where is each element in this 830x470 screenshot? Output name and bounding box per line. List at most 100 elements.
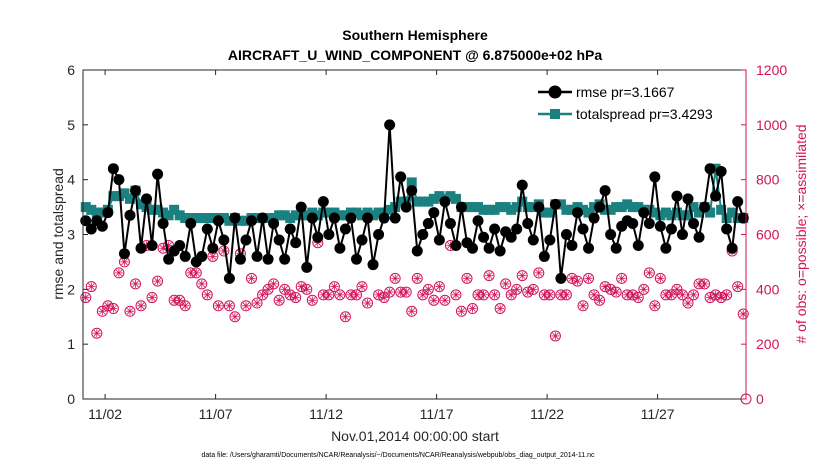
totalspread-point xyxy=(677,210,688,221)
rmse-point xyxy=(246,215,258,227)
obs-assimilated-point xyxy=(573,277,582,286)
rmse-point xyxy=(350,253,362,265)
legend-spread-marker xyxy=(550,109,560,119)
obs-assimilated-point xyxy=(253,299,262,308)
obs-possible-point xyxy=(721,289,733,301)
totalspread-point xyxy=(710,163,721,174)
totalspread-point xyxy=(147,204,158,215)
y-tick-label-right: 200 xyxy=(756,336,780,352)
obs-possible-point xyxy=(533,267,545,279)
obs-possible-point xyxy=(334,289,346,301)
totalspread-point xyxy=(528,202,539,213)
obs-possible-point xyxy=(328,281,340,293)
totalspread-point xyxy=(644,204,655,215)
obs-possible-point xyxy=(632,292,644,304)
totalspread-point xyxy=(611,202,622,213)
obs-possible-point xyxy=(433,281,445,293)
obs-possible-point xyxy=(240,300,252,312)
x-tick-label: 11/27 xyxy=(641,406,675,422)
obs-assimilated-point xyxy=(485,271,494,280)
y-tick-label: 4 xyxy=(67,172,75,188)
totalspread-point xyxy=(406,177,417,188)
totalspread-point xyxy=(467,202,478,213)
obs-assimilated-point xyxy=(335,290,344,299)
obs-assimilated-point xyxy=(269,279,278,288)
obs-assimilated-point xyxy=(435,282,444,291)
rmse-point xyxy=(439,196,451,208)
chart-title: Southern Hemisphere xyxy=(342,27,488,43)
y-axis-right: 0 200 400 600 800 1000 1200 xyxy=(741,62,787,407)
obs-possible-point xyxy=(107,303,119,315)
obs-possible-point xyxy=(676,289,688,301)
rmse-point xyxy=(406,185,418,197)
totalspread-point xyxy=(373,207,384,218)
obs-assimilated-point xyxy=(606,285,615,294)
totalspread-point xyxy=(649,207,660,218)
x-axis-label: Nov.01,2014 00:00:00 start xyxy=(331,428,499,444)
totalspread-point xyxy=(323,207,334,218)
obs-assimilated-point xyxy=(352,290,361,299)
obs-assimilated-point xyxy=(639,285,648,294)
obs-assimilated-point xyxy=(197,279,206,288)
rmse-point xyxy=(334,242,346,254)
totalspread-point xyxy=(218,213,229,224)
rmse-point xyxy=(174,239,186,251)
rmse-point xyxy=(146,239,158,251)
totalspread-point xyxy=(682,210,693,221)
obs-assimilated-point xyxy=(667,290,676,299)
obs-possible-point xyxy=(362,297,374,309)
totalspread-point xyxy=(506,204,517,215)
obs-possible-point xyxy=(273,294,285,306)
rmse-point xyxy=(444,218,456,230)
obs-assimilated-point xyxy=(689,290,698,299)
rmse-point xyxy=(362,212,374,224)
obs-possible-point xyxy=(406,305,418,317)
y-tick-label-right: 800 xyxy=(756,172,780,188)
obs-assimilated-point xyxy=(109,304,118,313)
rmse-point xyxy=(96,220,108,232)
totalspread-point xyxy=(428,193,439,204)
totalspread-point xyxy=(285,213,296,224)
obs-possible-point xyxy=(594,294,606,306)
rmse-point xyxy=(152,168,164,180)
obs-possible-point xyxy=(201,289,213,301)
rmse-point xyxy=(450,239,462,251)
totalspread-point xyxy=(461,202,472,213)
totalspread-point xyxy=(163,210,174,221)
obs-possible-point xyxy=(152,275,164,287)
obs-assimilated-point xyxy=(496,304,505,313)
rmse-point xyxy=(268,218,280,230)
obs-possible-point xyxy=(196,278,208,290)
rmse-point xyxy=(555,272,567,284)
legend-rmse-label: rmse pr=3.1667 xyxy=(576,84,675,100)
obs-possible-point xyxy=(246,272,258,284)
totalspread-point xyxy=(423,196,434,207)
obs-layer xyxy=(80,237,752,405)
rmse-point xyxy=(124,209,136,221)
totalspread-point xyxy=(202,213,213,224)
obs-possible-point xyxy=(549,330,561,342)
rmse-point xyxy=(710,190,722,202)
rmse-point xyxy=(560,229,572,240)
obs-assimilated-point xyxy=(203,290,212,299)
obs-assimilated-point xyxy=(413,274,422,283)
obs-assimilated-point xyxy=(595,296,604,305)
totalspread-point xyxy=(152,204,163,215)
rmse-point xyxy=(290,237,302,249)
rmse-point xyxy=(129,185,141,197)
obs-assimilated-point xyxy=(562,290,571,299)
obs-possible-point xyxy=(450,289,462,301)
obs-assimilated-point xyxy=(534,268,543,277)
obs-assimilated-point xyxy=(645,268,654,277)
totalspread-point xyxy=(544,207,555,218)
rmse-point xyxy=(185,218,197,230)
rmse-point xyxy=(389,212,401,224)
totalspread-point xyxy=(113,191,124,202)
totalspread-point xyxy=(539,207,550,218)
y-axis-label: rmse and totalspread xyxy=(50,168,66,300)
obs-assimilated-point xyxy=(114,268,123,277)
rmse-point xyxy=(467,242,479,254)
rmse-point xyxy=(251,250,263,262)
totalspread-point xyxy=(368,210,379,221)
obs-possible-point xyxy=(389,272,401,284)
